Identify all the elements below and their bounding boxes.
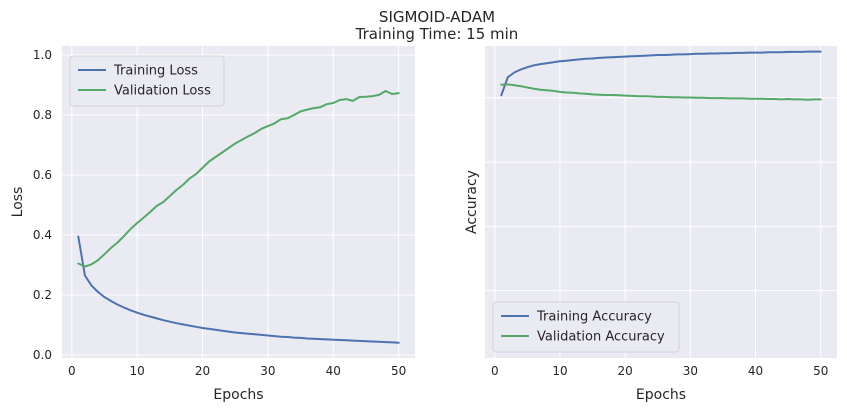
x-axis-label: Epochs xyxy=(213,387,263,403)
x-axis-label: Epochs xyxy=(636,387,686,403)
legend-box xyxy=(492,301,680,353)
figure-title: SIGMOID-ADAM xyxy=(379,8,495,26)
legend: Training Loss Validation Loss xyxy=(69,55,225,107)
x-tick-label: 20 xyxy=(618,364,633,378)
x-tick-label: 50 xyxy=(391,364,406,378)
y-axis-label: Loss xyxy=(10,187,26,218)
x-tick-label: 30 xyxy=(260,364,275,378)
y-tick-label: 0.6 xyxy=(33,168,52,182)
x-tick-label: 0 xyxy=(491,364,499,378)
x-tick-label: 20 xyxy=(195,364,210,378)
series-line-validation-accuracy xyxy=(500,83,822,101)
figure-subtitle: Training Time: 15 min xyxy=(355,25,519,43)
x-tick-label: 40 xyxy=(748,364,763,378)
legend: Training Accuracy Validation Accuracy xyxy=(492,301,680,353)
legend-label: Validation Accuracy xyxy=(537,330,665,345)
x-tick-label: 10 xyxy=(130,364,145,378)
y-tick-label: 0.0 xyxy=(33,348,52,362)
legend-box xyxy=(69,55,225,107)
y-tick-label: 0.8 xyxy=(33,108,52,122)
legend-label: Training Accuracy xyxy=(536,310,652,325)
x-tick-label: 0 xyxy=(68,364,76,378)
x-tick-label: 10 xyxy=(552,364,567,378)
loss-chart: 0 10 20 30 40 50 0.0 0.2 0.4 0.6 0.8 1.0 Epochs Loss T… xyxy=(10,46,415,403)
y-axis-label: Accuracy xyxy=(464,170,480,234)
x-tick-label: 50 xyxy=(813,364,828,378)
x-tick-label: 40 xyxy=(326,364,341,378)
legend-label: Validation Loss xyxy=(114,84,211,99)
y-tick-label: 1.0 xyxy=(33,48,52,62)
legend-label: Training Loss xyxy=(113,64,198,79)
accuracy-chart: 0 10 20 30 40 50 Epochs Accuracy Training Accura… xyxy=(464,46,837,403)
x-tick-label: 30 xyxy=(683,364,698,378)
series-line-training-loss xyxy=(77,235,400,344)
series-line-training-accuracy xyxy=(500,50,822,97)
y-tick-label: 0.2 xyxy=(33,288,52,302)
series-line-validation-loss xyxy=(77,90,400,268)
y-tick-label: 0.4 xyxy=(33,228,52,242)
